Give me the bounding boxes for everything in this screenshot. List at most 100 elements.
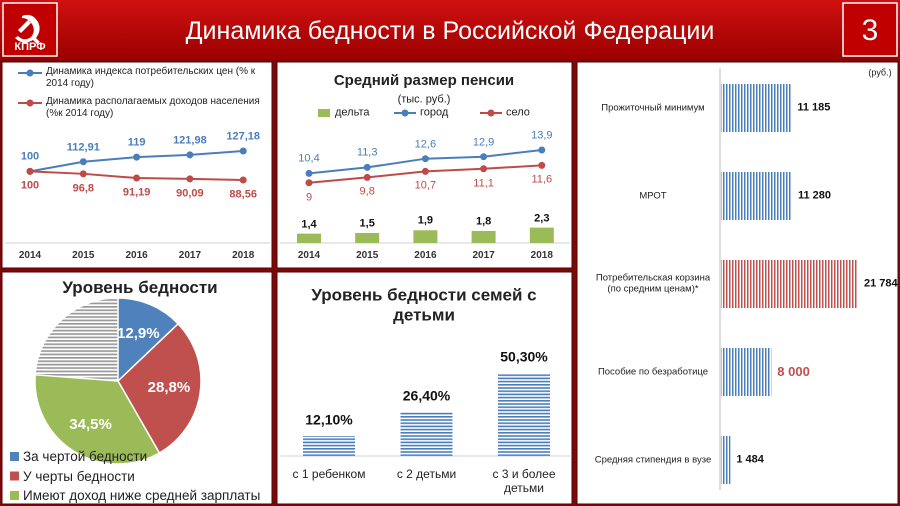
- x-tick-label: с 2 детьми: [396, 467, 457, 481]
- category-label: Прожиточный минимум: [601, 102, 705, 114]
- value-label: 12,10%: [305, 411, 353, 428]
- value-label: 121,98: [173, 134, 207, 147]
- point: [363, 173, 371, 181]
- value-label: 1,5: [359, 217, 375, 230]
- bar: [471, 230, 496, 243]
- value-label: 90,09: [176, 187, 204, 200]
- bar: [721, 260, 858, 308]
- value-label: 12,6: [414, 138, 437, 151]
- bar: [355, 232, 380, 243]
- value-label: 11,1: [473, 177, 494, 190]
- bar: [303, 436, 355, 456]
- point: [305, 179, 313, 187]
- chart-title: Средний размер пенсии: [333, 72, 515, 89]
- value-label: 9: [305, 191, 313, 204]
- x-tick-label: 2014: [18, 250, 42, 261]
- legend-marker: [487, 109, 495, 117]
- legend-label: За чертой бедности: [23, 448, 148, 464]
- value-label: 100: [20, 150, 40, 163]
- point: [421, 167, 429, 175]
- point: [421, 155, 429, 163]
- legend-marker: [26, 69, 34, 77]
- header-bar: [0, 0, 900, 59]
- chart-subtitle: (тыс. руб.): [397, 93, 451, 106]
- legend-label: У черты бедности: [23, 468, 135, 484]
- value-label: 1 484: [736, 453, 764, 466]
- value-label: 112,91: [66, 141, 100, 154]
- point: [239, 147, 247, 155]
- bar: [498, 373, 550, 456]
- legend-label: Динамика располагаемых доходов населения…: [46, 96, 260, 119]
- page-number: 3: [861, 14, 879, 47]
- x-tick-label: с 1 ребенком: [292, 467, 366, 481]
- value-label: 50,30%: [500, 348, 548, 365]
- logo-text: КПРФ: [14, 41, 46, 53]
- point: [239, 176, 247, 184]
- panel: [1, 61, 273, 269]
- value-label: 2,3: [534, 212, 550, 225]
- point: [26, 167, 34, 175]
- x-tick-label: 2016: [414, 250, 437, 261]
- value-label: 96,8: [72, 182, 95, 195]
- x-tick-label: 2015: [356, 250, 379, 261]
- unit-label: (руб.): [868, 67, 892, 78]
- value-label: 12,9%: [117, 324, 160, 342]
- value-label: 26,40%: [402, 388, 451, 405]
- value-label: 127,18: [226, 130, 261, 143]
- x-tick-label: 2015: [72, 250, 95, 261]
- point: [133, 174, 141, 182]
- bar: [721, 436, 731, 484]
- bar: [400, 412, 453, 456]
- pie-slice: [34, 373, 161, 465]
- pie-slice: [117, 322, 202, 454]
- point: [363, 163, 371, 171]
- legend-swatch: [10, 452, 19, 461]
- point: [79, 158, 87, 166]
- value-label: 88,56: [229, 188, 257, 201]
- value-label: 100: [20, 179, 40, 192]
- point: [480, 153, 488, 161]
- logo-box: [2, 2, 58, 57]
- category-label: МРОТ: [639, 190, 667, 202]
- value-label: 119: [127, 136, 146, 149]
- point: [79, 170, 87, 178]
- legend-swatch: [318, 109, 330, 117]
- value-label: 10,7: [414, 179, 437, 192]
- bar: [721, 84, 792, 132]
- point: [133, 153, 141, 161]
- x-tick-label: 2017: [178, 250, 202, 261]
- x-tick-label: 2017: [472, 250, 495, 261]
- point: [538, 161, 546, 169]
- category-label: Пособие по безработице: [597, 366, 709, 378]
- page-number-box: [842, 2, 898, 57]
- point: [186, 175, 194, 183]
- value-label: 13,9: [531, 129, 553, 142]
- x-tick-label: 2014: [297, 250, 321, 261]
- bar: [529, 227, 554, 243]
- value-label: 12,9: [472, 136, 495, 149]
- x-tick-label: 2018: [530, 250, 553, 261]
- x-tick-label: 2016: [125, 250, 148, 261]
- legend-swatch: [10, 491, 19, 500]
- point: [186, 151, 194, 159]
- value-label: 28,8%: [147, 379, 191, 397]
- legend-marker: [401, 109, 409, 117]
- slide-title: Динамика бедности в Российской Федерации: [185, 17, 715, 45]
- bar: [721, 172, 792, 220]
- legend-label: Динамика индекса потребительских цен (% …: [46, 66, 256, 89]
- value-label: 91,19: [122, 186, 151, 199]
- value-label: 8 000: [777, 364, 810, 380]
- point: [480, 165, 488, 173]
- logo-symbol: [15, 14, 40, 44]
- value-label: 11 280: [797, 189, 831, 202]
- x-tick-label: с 3 и более детьми: [492, 467, 556, 496]
- value-label: 1,9: [417, 214, 434, 227]
- value-label: 34,5%: [69, 415, 112, 433]
- legend-label: Имеют доход ниже средней зарплаты: [23, 487, 261, 503]
- value-label: 11,6: [531, 173, 553, 186]
- pie-slice: [117, 297, 180, 383]
- legend-swatch: [10, 471, 19, 481]
- value-label: 1,4: [301, 218, 317, 231]
- x-tick-label: 2018: [232, 250, 255, 261]
- category-label: Потребительская корзина (по средним цена…: [595, 272, 711, 295]
